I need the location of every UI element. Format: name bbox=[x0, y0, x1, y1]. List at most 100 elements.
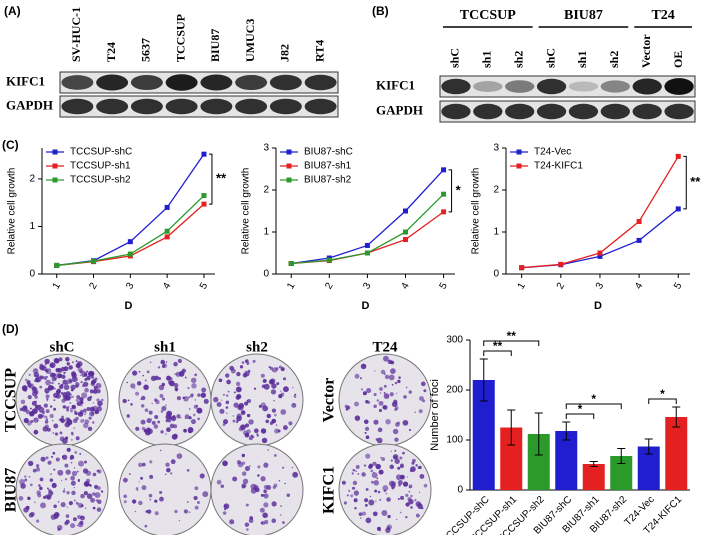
legend-label: T24-Vec bbox=[534, 147, 571, 158]
point bbox=[441, 191, 447, 197]
colony bbox=[378, 408, 383, 413]
colony bbox=[222, 419, 229, 425]
colony bbox=[72, 517, 77, 522]
colony bbox=[52, 382, 55, 384]
blot-band bbox=[165, 74, 198, 91]
colony bbox=[154, 511, 159, 516]
colony bbox=[283, 377, 287, 381]
colony bbox=[92, 402, 94, 404]
colony bbox=[253, 428, 259, 434]
colony bbox=[146, 418, 152, 424]
colony bbox=[241, 461, 246, 465]
colony bbox=[376, 437, 383, 444]
colony bbox=[371, 472, 378, 479]
error-bar bbox=[672, 406, 681, 428]
colony bbox=[392, 454, 399, 460]
colony bbox=[274, 413, 277, 417]
colony bbox=[418, 409, 423, 414]
colony bbox=[415, 464, 418, 467]
colony bbox=[59, 431, 63, 435]
colony bbox=[395, 392, 398, 395]
colony bbox=[194, 373, 198, 377]
colony bbox=[225, 373, 230, 378]
y-tick-label: 3 bbox=[263, 143, 269, 154]
colony bbox=[236, 460, 242, 465]
colony bbox=[73, 487, 76, 489]
blot-strip bbox=[439, 100, 696, 123]
colony bbox=[165, 404, 167, 406]
colony bbox=[354, 401, 359, 407]
colony bbox=[165, 462, 170, 467]
x-axis-label: D bbox=[594, 300, 602, 312]
colony bbox=[408, 390, 412, 394]
point bbox=[127, 251, 133, 257]
colony bbox=[71, 404, 75, 409]
colony bbox=[96, 486, 101, 491]
colony bbox=[373, 480, 380, 486]
colony bbox=[262, 378, 267, 384]
blot-band bbox=[235, 98, 268, 115]
x-axis-label: D bbox=[362, 300, 370, 312]
colony bbox=[265, 380, 267, 382]
colony bbox=[278, 479, 281, 482]
legend-marker bbox=[52, 163, 58, 169]
colony bbox=[184, 376, 187, 379]
colony bbox=[271, 383, 277, 389]
colony bbox=[93, 385, 98, 390]
colony bbox=[240, 410, 246, 415]
colony bbox=[150, 361, 152, 363]
bar bbox=[637, 446, 660, 490]
colony bbox=[263, 383, 270, 390]
point bbox=[54, 262, 60, 268]
colony bbox=[69, 409, 74, 413]
y-tick-label: 2 bbox=[263, 185, 269, 196]
x-axis-label: D bbox=[125, 300, 133, 312]
colony bbox=[394, 437, 399, 442]
point bbox=[441, 167, 447, 173]
colony bbox=[267, 449, 270, 451]
colony bbox=[42, 426, 48, 432]
colony bbox=[399, 511, 402, 514]
colony bbox=[146, 427, 151, 432]
colony bbox=[84, 413, 86, 416]
colony bbox=[127, 399, 130, 402]
significance-bracket bbox=[683, 155, 687, 210]
lane-label: sh2 bbox=[511, 51, 525, 68]
y-tick-label: 0 bbox=[29, 269, 35, 280]
panel-label: (A) bbox=[4, 4, 21, 18]
colony bbox=[390, 450, 393, 452]
colony bbox=[35, 405, 41, 411]
colony bbox=[66, 417, 71, 422]
colony bbox=[190, 418, 197, 425]
colony bbox=[40, 406, 43, 409]
blot-row-label: GAPDH bbox=[6, 97, 53, 112]
colony bbox=[159, 449, 162, 452]
colony bbox=[280, 505, 283, 508]
point bbox=[402, 229, 408, 235]
colony bbox=[77, 521, 84, 528]
colony bbox=[252, 359, 256, 363]
colony bbox=[53, 392, 59, 399]
colony bbox=[246, 528, 249, 531]
colony bbox=[183, 509, 189, 514]
significance-bracket bbox=[483, 340, 540, 346]
significance-label: * bbox=[660, 387, 665, 401]
colony bbox=[71, 371, 77, 377]
colony bbox=[123, 494, 127, 499]
colony bbox=[271, 501, 277, 507]
colony bbox=[414, 411, 416, 413]
blot-strip bbox=[59, 71, 339, 94]
colony bbox=[77, 514, 82, 520]
y-axis-label: Number of foci bbox=[429, 379, 441, 451]
error-bar bbox=[534, 412, 543, 456]
bar bbox=[582, 464, 605, 490]
colony bbox=[372, 511, 378, 517]
significance-bracket bbox=[208, 153, 213, 205]
colony bbox=[33, 429, 39, 435]
colony bbox=[61, 415, 65, 419]
colony bbox=[144, 524, 148, 528]
blot-band bbox=[600, 80, 630, 93]
colony bbox=[235, 386, 242, 393]
blot-band bbox=[130, 98, 163, 115]
colony bbox=[239, 365, 244, 369]
